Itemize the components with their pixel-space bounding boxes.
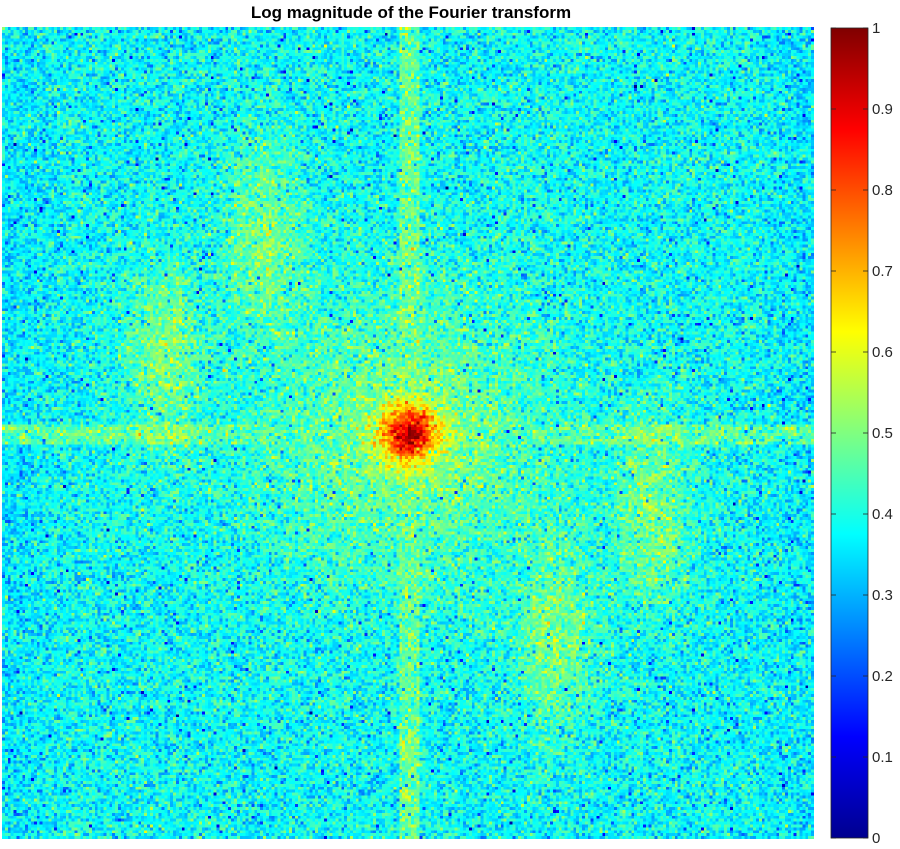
chart-title: Log magnitude of the Fourier transform <box>250 3 572 22</box>
colorbar-tick-label: 0.8 <box>872 182 893 199</box>
colorbar-tick-label: 1 <box>872 20 880 37</box>
heatmap-image <box>2 27 814 839</box>
colorbar-tick-label: 0.6 <box>872 344 893 361</box>
colorbar: 0 0.1 0.2 0.3 0.4 0.5 0.6 0.7 0.8 0.9 1 <box>830 20 893 847</box>
colorbar-tick-label: 0.5 <box>872 425 893 442</box>
colorbar-tick-label: 0.3 <box>872 587 893 604</box>
colorbar-tick-label: 0 <box>872 830 880 847</box>
colorbar-tick-label: 0.1 <box>872 749 893 766</box>
colorbar-tick-label: 0.7 <box>872 263 893 280</box>
colorbar-tick-label: 0.2 <box>872 668 893 685</box>
colorbar-gradient <box>830 27 869 839</box>
colorbar-tick-label: 0.4 <box>872 506 893 523</box>
colorbar-tick-label: 0.9 <box>872 101 893 118</box>
